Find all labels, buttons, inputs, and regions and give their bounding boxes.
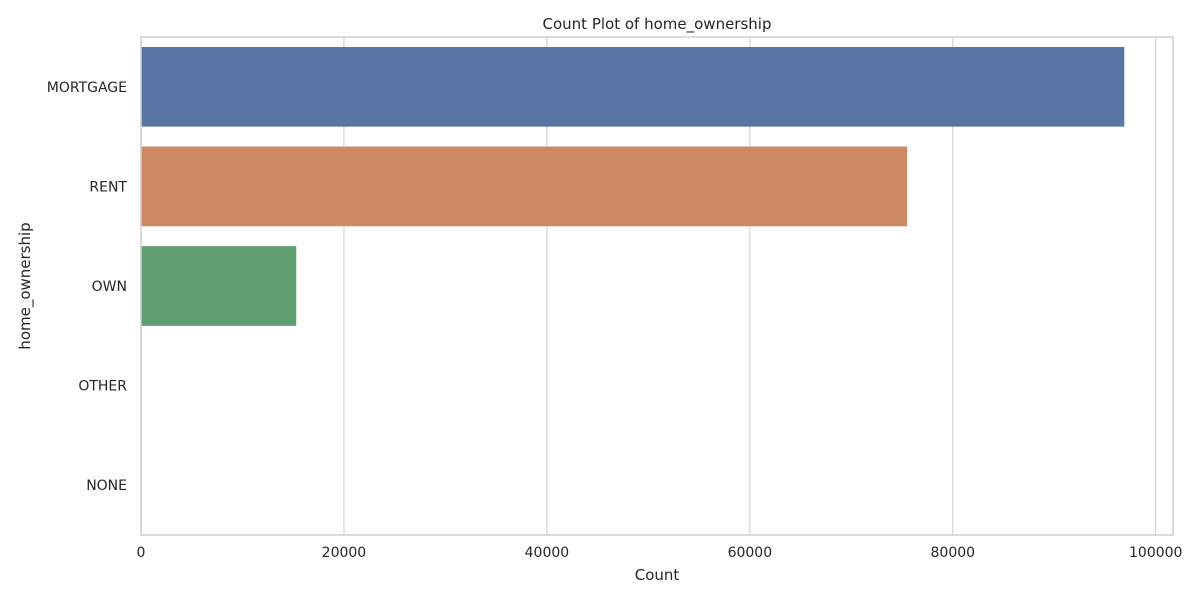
bar-rent xyxy=(141,146,908,227)
x-tick-label: 100000 xyxy=(1129,545,1182,561)
bar-layer xyxy=(141,46,1125,526)
y-axis-label: home_ownership xyxy=(16,222,35,349)
x-tick-label: 80000 xyxy=(931,545,976,561)
y-tick-label: RENT xyxy=(89,179,127,195)
y-tick-label: OWN xyxy=(92,279,127,295)
y-tick-label: NONE xyxy=(86,478,127,494)
plot-frame xyxy=(140,36,1174,536)
x-tick-labels: 0 20000 40000 60000 80000 100000 xyxy=(137,545,1183,561)
x-tick-label: 20000 xyxy=(322,545,367,561)
chart-title: Count Plot of home_ownership xyxy=(543,15,772,34)
x-tick-label: 40000 xyxy=(525,545,570,561)
bar-mortgage xyxy=(141,46,1125,127)
y-tick-label: OTHER xyxy=(78,379,127,395)
x-axis-label: Count xyxy=(635,566,680,584)
x-tick-label: 60000 xyxy=(728,545,773,561)
y-tick-labels: MORTGAGE RENT OWN OTHER NONE xyxy=(47,80,128,494)
x-tick-label: 0 xyxy=(137,545,146,561)
bar-own xyxy=(141,246,297,326)
y-tick-label: MORTGAGE xyxy=(47,80,127,96)
